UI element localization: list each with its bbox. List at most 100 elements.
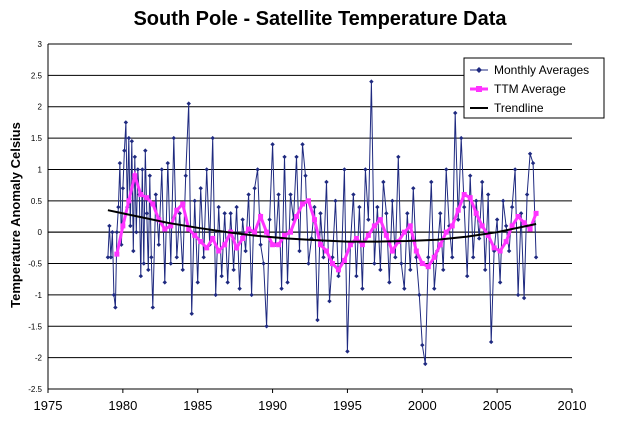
monthly-averages-point (288, 192, 293, 197)
y-tick-label: 2 (38, 103, 43, 112)
monthly-averages-point (267, 217, 272, 222)
ttm-average-point (455, 207, 461, 213)
ttm-average-point (222, 242, 228, 248)
monthly-averages-point (497, 280, 503, 285)
monthly-averages-point (375, 204, 380, 210)
monthly-averages-point (500, 198, 506, 204)
monthly-averages-point (249, 292, 254, 298)
monthly-averages-point (378, 267, 383, 273)
monthly-averages-point (219, 273, 224, 279)
monthly-averages-point (369, 79, 374, 84)
monthly-averages-point (129, 139, 135, 144)
ttm-average-point (407, 223, 413, 229)
ttm-average-point (341, 257, 347, 263)
y-tick-label: 1.5 (31, 134, 43, 143)
monthly-averages-point (180, 267, 185, 273)
monthly-averages-point (128, 223, 133, 229)
monthly-averages-point (294, 154, 299, 160)
ttm-average-point (473, 210, 479, 216)
monthly-averages-point (126, 135, 132, 141)
monthly-averages-point (363, 167, 368, 172)
monthly-averages-point (459, 135, 464, 141)
ttm-average-point (138, 192, 144, 198)
monthly-averages-point (192, 198, 197, 204)
ttm-average-point (425, 264, 431, 270)
monthly-averages-point (512, 167, 518, 172)
monthly-averages-point (110, 229, 115, 235)
monthly-averages-point (114, 229, 120, 235)
monthly-averages-point (231, 267, 236, 273)
monthly-averages-point (168, 261, 173, 266)
monthly-averages-point (162, 280, 167, 285)
monthly-averages-point (132, 154, 138, 160)
monthly-averages-point (366, 217, 371, 222)
y-tick-label: -2.5 (28, 385, 42, 394)
ttm-average-point (515, 214, 521, 219)
monthly-averages-point (303, 173, 308, 178)
ttm-average-point (449, 223, 455, 229)
monthly-averages-point (147, 173, 153, 178)
monthly-averages-point (225, 280, 230, 285)
monthly-averages-point (521, 295, 527, 301)
ttm-average-point (533, 210, 539, 216)
x-tick-label: 1995 (333, 398, 362, 413)
monthly-averages-point (441, 267, 446, 273)
ttm-average-point (401, 229, 407, 235)
monthly-averages-point (450, 255, 455, 260)
y-tick-label: -1 (35, 291, 43, 300)
monthly-averages-point (357, 204, 362, 210)
legend-label-ttm-average: TTM Average (494, 82, 566, 96)
ttm-average-point (359, 242, 365, 248)
monthly-averages-point (518, 211, 524, 216)
monthly-averages-point (405, 211, 410, 216)
monthly-averages-point (494, 217, 500, 222)
ttm-average-point (311, 217, 317, 223)
monthly-averages-point (476, 236, 482, 241)
trendline-line (107, 209, 537, 243)
monthly-averages-point (246, 192, 251, 197)
ttm-average-point (144, 195, 150, 201)
y-tick-label: -2 (35, 354, 43, 363)
monthly-averages-point (420, 342, 425, 348)
ttm-average-point (329, 261, 335, 267)
ttm-average-point (323, 248, 329, 254)
y-tick-label: 2.5 (31, 71, 43, 80)
ttm-average-point (413, 248, 419, 254)
monthly-averages-point (482, 267, 488, 273)
monthly-averages-point (195, 280, 200, 285)
ttm-average-point (347, 242, 353, 248)
monthly-averages-point (282, 154, 287, 160)
x-tick-label: 2010 (558, 398, 587, 413)
x-tick-label: 2005 (483, 398, 512, 413)
monthly-averages-point (237, 286, 242, 291)
monthly-averages-point (509, 204, 515, 210)
monthly-averages-point (111, 292, 117, 298)
ttm-average-point (156, 217, 162, 223)
ttm-average-point (150, 201, 156, 207)
monthly-averages-point (342, 167, 347, 172)
monthly-averages-point (354, 273, 359, 279)
monthly-averages-point (131, 248, 136, 254)
y-tick-label: 3 (38, 40, 43, 49)
monthly-averages-point (297, 248, 302, 254)
ttm-average-point (252, 229, 258, 235)
monthly-averages-point (183, 173, 188, 178)
ttm-average-point (383, 232, 389, 238)
monthly-averages-point (345, 349, 350, 354)
monthly-averages-point (143, 148, 148, 153)
monthly-averages-point (144, 211, 150, 216)
monthly-averages-point (204, 167, 209, 172)
ttm-average-point (317, 242, 323, 248)
monthly-averages-point (417, 292, 422, 298)
monthly-averages-point (116, 204, 121, 210)
monthly-averages-point (429, 179, 434, 185)
monthly-averages-point (453, 110, 458, 116)
ttm-average-point (234, 245, 240, 251)
ttm-average-point (198, 239, 204, 245)
ttm-average-point (335, 267, 341, 273)
monthly-averages-point (399, 261, 404, 266)
monthly-averages-point (138, 273, 144, 279)
x-tick-label: 1990 (258, 398, 287, 413)
x-tick-label: 1975 (34, 398, 63, 413)
